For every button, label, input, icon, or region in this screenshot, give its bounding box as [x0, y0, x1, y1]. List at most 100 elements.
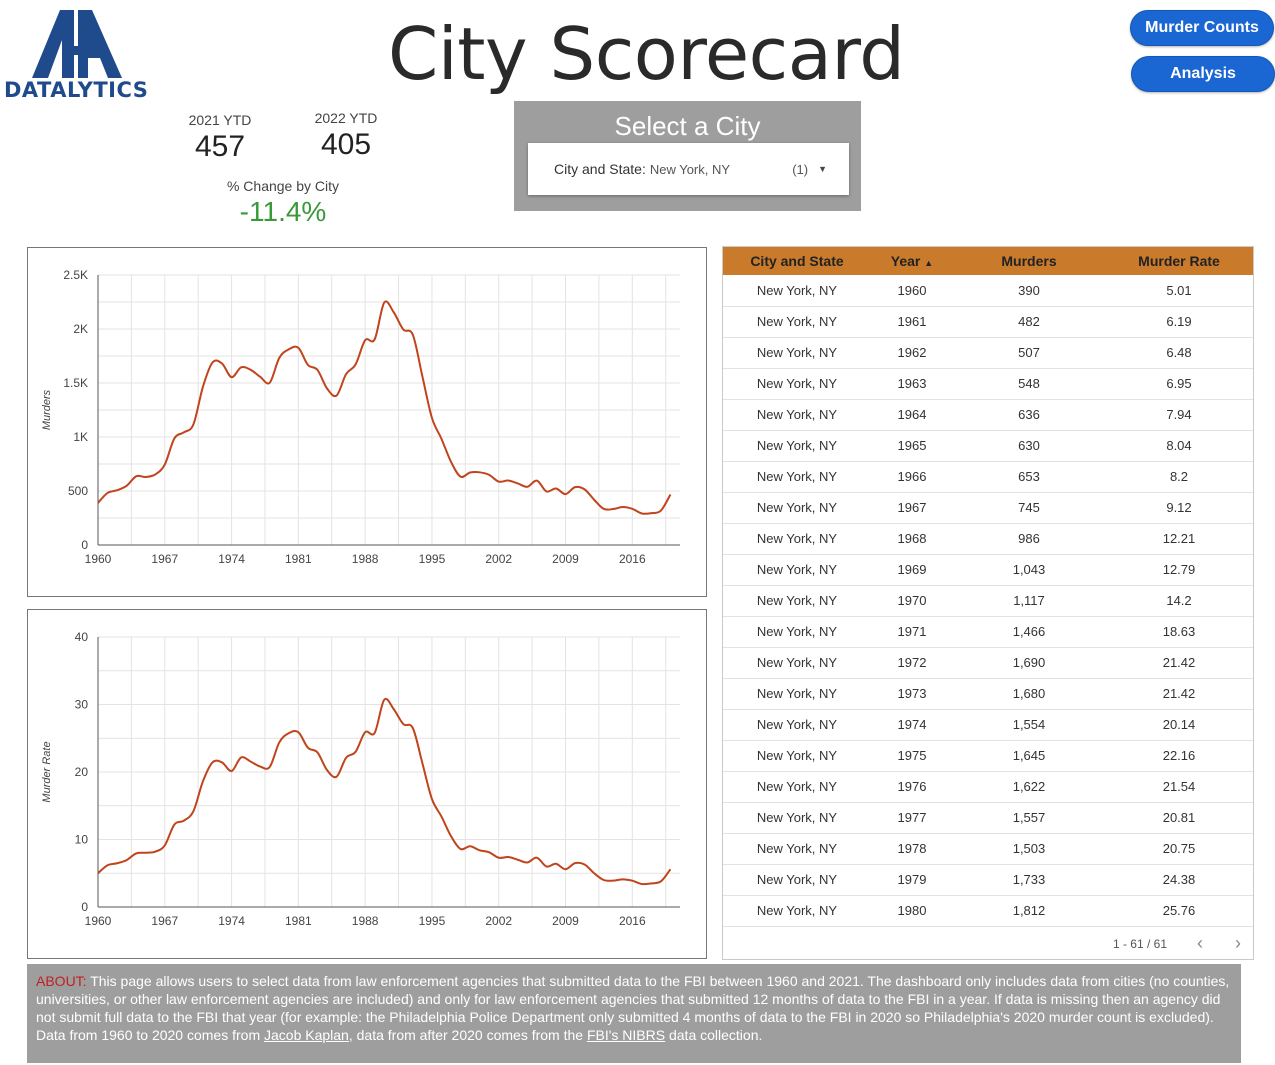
cell-murders: 1,117	[1013, 593, 1045, 608]
cell-year: 1976	[897, 779, 927, 794]
murders-x-tick-label: 1981	[285, 552, 312, 566]
table-row[interactable]: New York, NY 1962 507 6.48	[723, 337, 1253, 369]
cell-city: New York, NY	[756, 345, 838, 360]
table-row[interactable]: New York, NY 1966 653 8.2	[723, 461, 1253, 493]
cell-murder-rate: 5.01	[1166, 283, 1192, 298]
cell-murders: 653	[1018, 469, 1040, 484]
cell-murders: 1,733	[1012, 872, 1046, 887]
cell-city: New York, NY	[756, 376, 838, 391]
murder-rate-y-tick-label: 10	[75, 833, 89, 847]
table-row[interactable]: New York, NY 1965 630 8.04	[723, 430, 1253, 462]
murders-x-tick-label: 2002	[485, 552, 512, 566]
cell-year: 1967	[897, 500, 927, 515]
table-row[interactable]: New York, NY 1974 1,554 20.14	[723, 709, 1253, 741]
table-row[interactable]: New York, NY 1976 1,622 21.54	[723, 771, 1253, 803]
table-row[interactable]: New York, NY 1960 390 5.01	[723, 275, 1253, 307]
fbi-nibrs-link[interactable]: FBI's NIBRS	[586, 1027, 666, 1043]
table-row[interactable]: New York, NY 1977 1,557 20.81	[723, 802, 1253, 834]
city-filter-title: Select a City	[614, 111, 761, 141]
cell-murder-rate: 8.2	[1169, 469, 1189, 484]
cell-city: New York, NY	[756, 314, 838, 329]
murders-x-tick-label: 2016	[619, 552, 646, 566]
murder-rate-x-tick-label: 1960	[85, 914, 112, 928]
cell-murders: 1,680	[1012, 686, 1046, 701]
table-row[interactable]: New York, NY 1980 1,812 25.76	[723, 895, 1253, 927]
column-header-year-label: Year	[890, 253, 921, 269]
cell-year: 1978	[897, 841, 927, 856]
murders-x-tick-label: 1988	[352, 552, 379, 566]
cell-city: New York, NY	[756, 283, 838, 298]
cell-murder-rate: 20.14	[1162, 717, 1196, 732]
murder-rate-y-tick-label: 40	[75, 630, 89, 644]
cell-murder-rate: 20.81	[1162, 810, 1196, 825]
city-select-label: City and State:	[554, 161, 646, 177]
cell-murders: 630	[1018, 438, 1040, 453]
murder-rate-x-tick-label: 2002	[485, 914, 512, 928]
table-row[interactable]: New York, NY 1971 1,466 18.63	[723, 616, 1253, 648]
murder-rate-y-axis-label: Murder Rate	[41, 741, 53, 802]
murders-y-tick-label: 2K	[73, 322, 88, 336]
table-row[interactable]: New York, NY 1970 1,117 14.2	[723, 585, 1253, 617]
cell-murder-rate: 20.75	[1162, 841, 1196, 856]
table-row[interactable]: New York, NY 1975 1,645 22.16	[723, 740, 1253, 772]
cell-murders: 1,043	[1012, 562, 1046, 577]
cell-murders: 1,690	[1012, 655, 1046, 670]
dropdown-caret-icon: ▼	[818, 164, 827, 174]
cell-city: New York, NY	[756, 655, 838, 670]
cell-murder-rate: 12.79	[1162, 562, 1196, 577]
table-row[interactable]: New York, NY 1967 745 9.12	[723, 492, 1253, 524]
cell-city: New York, NY	[756, 500, 838, 515]
table-row[interactable]: New York, NY 1972 1,690 21.42	[723, 647, 1253, 679]
table-row[interactable]: New York, NY 1978 1,503 20.75	[723, 833, 1253, 865]
table-row[interactable]: New York, NY 1969 1,043 12.79	[723, 554, 1253, 586]
next-page-chevron-icon[interactable]: ›	[1235, 933, 1241, 953]
city-select-count: (1)	[792, 161, 809, 177]
kpi-2022-label: 2022 YTD	[314, 110, 378, 126]
cell-year: 1977	[897, 810, 927, 825]
cell-murders: 507	[1018, 345, 1040, 360]
about-label: ABOUT:	[36, 973, 87, 989]
column-header-murder-rate[interactable]: Murder Rate	[1138, 253, 1220, 269]
cell-city: New York, NY	[756, 717, 838, 732]
cell-murders: 1,554	[1012, 717, 1046, 732]
murder-rate-y-tick-label: 0	[81, 900, 88, 914]
prev-page-chevron-icon[interactable]: ‹	[1197, 933, 1203, 953]
table-row[interactable]: New York, NY 1963 548 6.95	[723, 368, 1253, 400]
cell-city: New York, NY	[756, 531, 838, 546]
cell-city: New York, NY	[756, 407, 838, 422]
cell-murders: 390	[1018, 283, 1040, 298]
murders-x-tick-label: 2009	[552, 552, 579, 566]
column-header-city[interactable]: City and State	[750, 253, 844, 269]
murders-x-tick-label: 1967	[151, 552, 178, 566]
cell-murder-rate: 22.16	[1162, 748, 1196, 763]
cell-city: New York, NY	[756, 903, 838, 918]
datalytics-logo	[4, 6, 154, 102]
table-row[interactable]: New York, NY 1961 482 6.19	[723, 306, 1253, 338]
city-select-dropdown[interactable]: City and State: New York, NY (1) ▼	[528, 143, 849, 195]
cell-murders: 548	[1018, 376, 1040, 391]
cell-city: New York, NY	[756, 438, 838, 453]
jacob-kaplan-link[interactable]: Jacob Kaplan	[264, 1027, 349, 1043]
murder-rate-series-line	[97, 697, 672, 886]
analysis-button[interactable]: Analysis	[1131, 56, 1275, 92]
cell-murder-rate: 21.54	[1162, 779, 1196, 794]
table-row[interactable]: New York, NY 1964 636 7.94	[723, 399, 1253, 431]
logo-mark-icon	[32, 10, 122, 78]
column-header-murders[interactable]: Murders	[1001, 253, 1057, 269]
cell-year: 1964	[897, 407, 927, 422]
murder-counts-button[interactable]: Murder Counts	[1130, 10, 1274, 46]
cell-murder-rate: 6.48	[1166, 345, 1192, 360]
table-row[interactable]: New York, NY 1968 986 12.21	[723, 523, 1253, 555]
cell-murders: 636	[1018, 407, 1040, 422]
page-title: City Scorecard	[388, 12, 905, 96]
cell-city: New York, NY	[756, 810, 838, 825]
cell-city: New York, NY	[756, 779, 838, 794]
table-row[interactable]: New York, NY 1973 1,680 21.42	[723, 678, 1253, 710]
column-header-year[interactable]: Year ▲	[871, 253, 953, 269]
table-row[interactable]: New York, NY 1979 1,733 24.38	[723, 864, 1253, 896]
cell-year: 1970	[897, 593, 927, 608]
city-select-value: New York, NY	[649, 161, 731, 177]
cell-year: 1963	[897, 376, 927, 391]
murder-rate-chart-svg: 0 10 20 30 40 1960 1967 1974 1981 1988 1995 2002 200…	[41, 630, 680, 928]
cell-murder-rate: 14.2	[1166, 593, 1192, 608]
